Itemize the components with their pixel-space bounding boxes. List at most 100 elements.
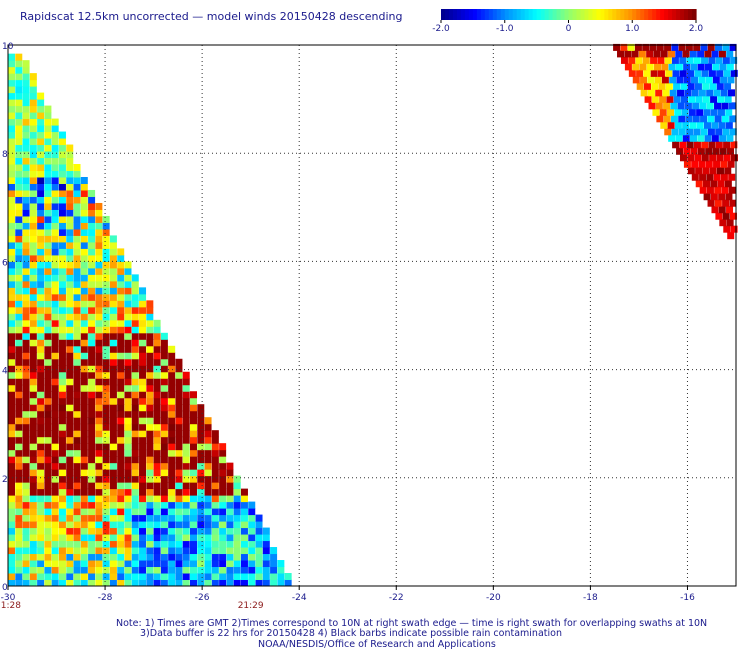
heatmap-cell (22, 345, 30, 353)
heatmap-cell (95, 222, 103, 230)
heatmap-cell (44, 215, 52, 223)
heatmap-cell (219, 482, 227, 490)
heatmap-cell (66, 345, 74, 353)
heatmap-cell (44, 176, 52, 184)
heatmap-cell (131, 410, 139, 418)
heatmap-cell (190, 469, 197, 477)
heatmap-cell (700, 43, 708, 51)
heatmap-cell (204, 462, 212, 470)
heatmap-cell (139, 482, 147, 490)
heatmap-cell (175, 417, 183, 425)
heatmap-cell (58, 267, 66, 275)
heatmap-cell (44, 365, 52, 373)
heatmap-cell (44, 397, 52, 405)
colorbar-segment (536, 9, 542, 20)
heatmap-cell (168, 495, 176, 503)
heatmap-cell (29, 267, 37, 275)
heatmap-cell (709, 167, 717, 175)
heatmap-cell (175, 547, 183, 555)
heatmap-cell (22, 235, 30, 243)
heatmap-cell (139, 287, 147, 295)
heatmap-cell (15, 469, 23, 477)
heatmap-cell (690, 134, 698, 142)
heatmap-cell (95, 280, 103, 288)
heatmap-cell (146, 378, 154, 386)
heatmap-cell (88, 306, 96, 314)
heatmap-cell (146, 300, 154, 308)
heatmap-cell (95, 332, 103, 340)
heatmap-cell (160, 410, 168, 418)
heatmap-cell (73, 274, 81, 282)
heatmap-cell (160, 560, 168, 568)
heatmap-cell (8, 449, 15, 457)
heatmap-cell (51, 215, 59, 223)
colorbar-segment (572, 9, 578, 20)
heatmap-cell (95, 469, 103, 477)
heatmap-cell (233, 514, 241, 522)
heatmap-cell (37, 534, 45, 542)
heatmap-cell (695, 180, 703, 188)
heatmap-cell (131, 566, 139, 574)
heatmap-cell (693, 43, 701, 51)
heatmap-cell (683, 63, 691, 71)
heatmap-cell (182, 449, 190, 457)
heatmap-cell (66, 475, 74, 483)
heatmap-cell (73, 313, 81, 321)
heatmap-cell (8, 112, 15, 120)
heatmap-cell (80, 371, 88, 379)
heatmap-cell (88, 560, 96, 568)
heatmap-cell (729, 43, 737, 51)
heatmap-cell (687, 167, 695, 175)
heatmap-cell (95, 430, 103, 438)
heatmap-cell (15, 449, 23, 457)
heatmap-cell (51, 138, 59, 146)
heatmap-cell (109, 235, 117, 243)
heatmap-cell (146, 430, 154, 438)
heatmap-cell (109, 456, 117, 464)
heatmap-cell (117, 417, 125, 425)
heatmap-cell (175, 391, 183, 399)
heatmap-cell (80, 391, 88, 399)
heatmap-cell (153, 345, 161, 353)
heatmap-cell (117, 274, 125, 282)
heatmap-cell (182, 527, 190, 535)
heatmap-cell (29, 183, 37, 191)
heatmap-cell (37, 332, 45, 340)
heatmap-cell (109, 306, 117, 314)
heatmap-cell (240, 501, 248, 509)
heatmap-cell (8, 261, 15, 269)
heatmap-cell (671, 43, 679, 51)
heatmap-cell (29, 560, 37, 568)
colorbar-segment (612, 9, 617, 20)
heatmap-cell (139, 352, 147, 360)
heatmap-cell (248, 514, 256, 522)
heatmap-cell (255, 521, 263, 529)
heatmap-cell (58, 527, 66, 535)
heatmap-cell (73, 469, 81, 477)
heatmap-cell (117, 404, 125, 412)
heatmap-cell (226, 534, 234, 542)
heatmap-cell (51, 261, 59, 269)
heatmap-cell (44, 540, 52, 548)
heatmap-cell (175, 482, 183, 490)
heatmap-cell (117, 547, 125, 555)
heatmap-cell (233, 566, 241, 574)
heatmap-cell (51, 313, 59, 321)
heatmap-cell (102, 482, 110, 490)
heatmap-cell (88, 449, 96, 457)
heatmap-cell (8, 488, 15, 496)
heatmap-cell (22, 456, 30, 464)
heatmap-cell (58, 475, 66, 483)
heatmap-cell (663, 115, 671, 123)
heatmap-cell (66, 274, 74, 282)
heatmap-cell (684, 102, 692, 110)
colorbar-segment (464, 9, 470, 20)
heatmap-cell (160, 547, 168, 555)
colorbar-segment (636, 9, 641, 20)
heatmap-cell (168, 514, 176, 522)
heatmap-cell (661, 76, 669, 84)
heatmap-cell (22, 501, 30, 509)
heatmap-cell (723, 225, 731, 233)
heatmap-cell (160, 495, 168, 503)
heatmap-cell (22, 540, 30, 548)
